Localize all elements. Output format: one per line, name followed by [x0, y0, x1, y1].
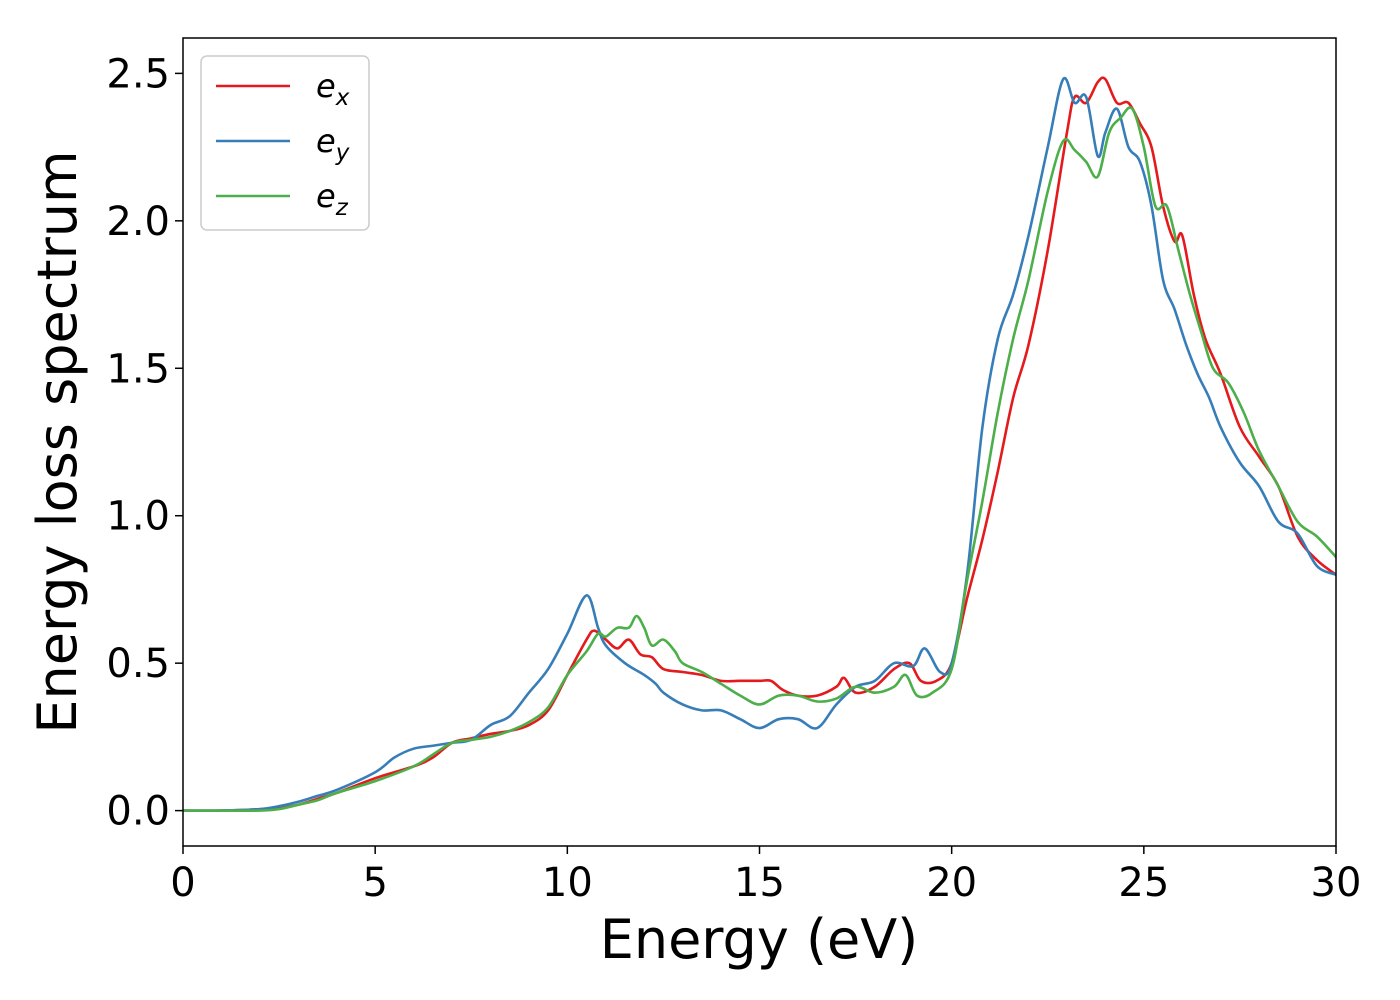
legend-entries: ex ey ez [216, 67, 350, 221]
y-tick-label: 2.5 [106, 51, 170, 97]
legend-label-e-x: ex [316, 67, 350, 111]
series-line-e-x [183, 76, 1336, 813]
x-axis-label: Energy (eV) [600, 908, 919, 971]
legend-label-e-y: ey [316, 122, 350, 166]
legend-label-e-z: ez [316, 177, 349, 221]
x-tick-label: 20 [926, 860, 977, 906]
series-layer [183, 76, 1336, 813]
x-tick-label: 25 [1118, 860, 1169, 906]
x-tick-label: 5 [362, 860, 387, 906]
x-tick-label: 15 [734, 860, 785, 906]
y-tick-label: 1.5 [106, 346, 170, 392]
x-tick-label: 0 [170, 860, 195, 906]
y-tick-label: 0.5 [106, 641, 170, 687]
y-axis-label: Energy loss spectrum [26, 150, 89, 733]
series-line-e-z [183, 106, 1336, 813]
x-tick-label: 30 [1311, 860, 1362, 906]
y-tick-label: 1.0 [106, 494, 170, 540]
x-tick-label: 10 [542, 860, 593, 906]
y-axis-ticks: 0.0 0.5 1.0 1.5 2.0 2.5 [106, 51, 183, 835]
legend: ex ey ez [200, 55, 370, 231]
x-axis-ticks: 0 5 10 15 20 25 30 [170, 846, 1361, 906]
y-tick-label: 0.0 [106, 789, 170, 835]
legend-box [200, 55, 370, 231]
y-tick-label: 2.0 [106, 199, 170, 245]
